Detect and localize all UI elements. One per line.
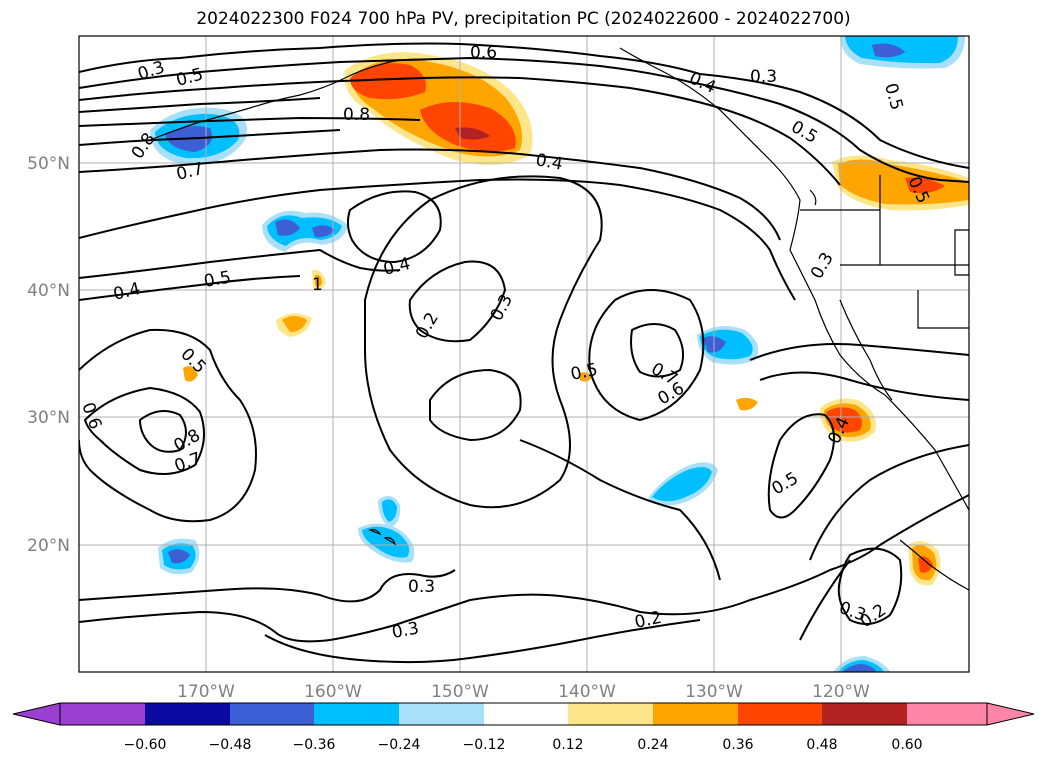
contour-label: 0.4 (381, 254, 412, 280)
contour-label: 0.4 (534, 150, 564, 174)
precip-shading (150, 36, 969, 672)
contour-label: 0.4 (111, 279, 142, 305)
colorbar-tick: 0.12 (552, 737, 583, 753)
contour-label: 1 (312, 275, 323, 295)
gridlines (79, 36, 969, 672)
contour-label: 0.6 (77, 400, 105, 432)
contour-label: 0.3 (750, 67, 777, 87)
colorbar-swatch (568, 703, 653, 725)
colorbar-swatch (60, 703, 145, 725)
colorbar-tick: −0.12 (463, 737, 506, 753)
colorbar-swatch (907, 703, 987, 725)
lon-label: 150°W (431, 682, 489, 702)
colorbar-swatch (822, 703, 907, 725)
colorbar-tick: 0.36 (722, 737, 753, 753)
colorbar-tick: −0.36 (293, 737, 336, 753)
contour-label: 0.3 (390, 619, 420, 643)
contour-label: 0.5 (174, 65, 205, 91)
colorbar-extend-min (12, 702, 61, 726)
colorbar-tick: 0.60 (891, 737, 922, 753)
colorbar-ticks: −0.60 −0.48 −0.36 −0.24 −0.12 0.12 0.24 … (124, 737, 923, 753)
colorbar-swatch (145, 703, 230, 725)
colorbar-extend-max (986, 702, 1035, 726)
contour-label: 0.3 (408, 577, 435, 597)
contour-label: 0.5 (880, 81, 906, 112)
colorbar-tick: −0.48 (209, 737, 252, 753)
contour-label: 0.5 (202, 268, 232, 292)
colorbar-swatch (314, 703, 399, 725)
colorbar: −0.60 −0.48 −0.36 −0.24 −0.12 0.12 0.24 … (12, 702, 1035, 753)
contour-label: 0.2 (412, 309, 443, 342)
colorbar-swatch (738, 703, 822, 725)
lat-label: 40°N (27, 281, 70, 301)
lon-labels: 170°W 160°W 150°W 140°W 130°W 120°W (177, 682, 870, 702)
lat-label: 50°N (27, 154, 70, 174)
lat-label: 20°N (27, 536, 70, 556)
colorbar-tick: 0.48 (806, 737, 837, 753)
map-title: 2024022300 F024 700 hPa PV, precipitatio… (196, 9, 851, 29)
contour-label: 0.5 (176, 344, 209, 377)
contour-label: 0.2 (633, 608, 664, 633)
contour-label: 0.5 (569, 360, 600, 385)
colorbar-swatch (484, 703, 568, 725)
contour-label: 0.3 (487, 291, 517, 324)
colorbar-swatch (653, 703, 738, 725)
colorbar-tick: −0.24 (378, 737, 421, 753)
lon-label: 140°W (558, 682, 616, 702)
contour-label: 0.6 (470, 43, 497, 63)
lon-label: 120°W (812, 682, 870, 702)
lon-label: 130°W (685, 682, 743, 702)
colorbar-swatch (399, 703, 484, 725)
lon-label: 160°W (304, 682, 362, 702)
pv-contours (79, 42, 969, 664)
contour-label: 0.5 (788, 117, 821, 148)
lat-label: 30°N (27, 408, 70, 428)
lat-labels: 50°N 40°N 30°N 20°N (27, 154, 70, 556)
colorbar-tick: −0.60 (124, 737, 167, 753)
contour-label: 0.3 (807, 249, 838, 282)
contour-label: 0.8 (343, 105, 370, 125)
contour-label: 0.7 (172, 449, 204, 477)
colorbar-swatch (230, 703, 314, 725)
lon-label: 170°W (177, 682, 235, 702)
map-frame (78, 35, 970, 673)
contour-label: 0.5 (769, 468, 802, 499)
colorbar-outline (59, 702, 988, 726)
colorbar-tick: 0.24 (637, 737, 668, 753)
map-area: 0.3 0.5 0.6 0.4 0.3 0.8 0.7 0.5 0.4 0.5 … (77, 36, 969, 672)
